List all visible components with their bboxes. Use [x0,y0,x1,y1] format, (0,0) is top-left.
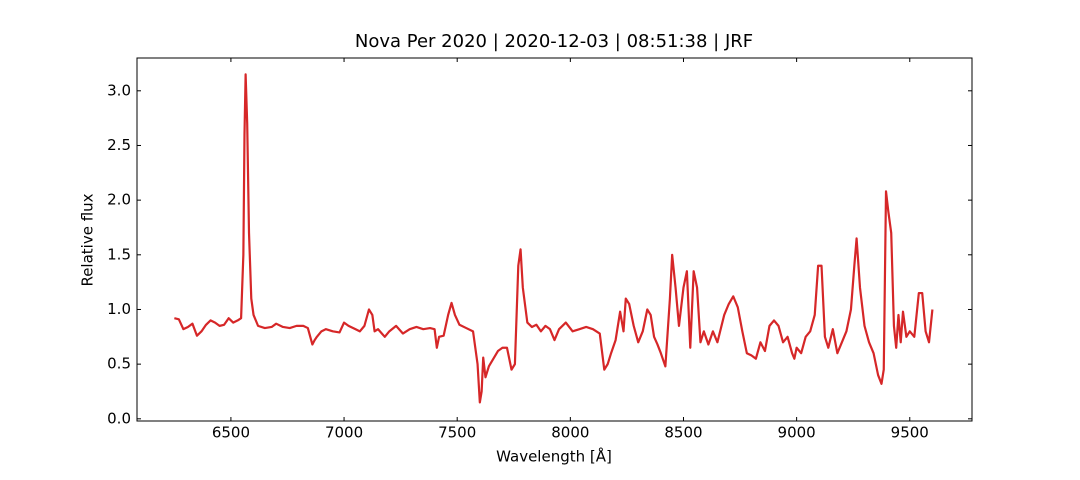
y-tick-label: 0.5 [107,355,131,373]
spectrum-line [174,73,934,404]
chart-title: Nova Per 2020 | 2020-12-03 | 08:51:38 | … [355,31,753,52]
x-tick-label: 7000 [325,424,363,442]
x-tick-label: 9500 [891,424,929,442]
y-axis-label: Relative flux [79,193,97,286]
y-tick-label: 0.0 [107,409,131,427]
x-tick-label: 8500 [664,424,702,442]
x-axis-label: Wavelength [Å] [496,447,612,466]
x-tick-label: 9000 [778,424,816,442]
y-tick-label: 2.5 [107,136,131,154]
x-tick-label: 7500 [438,424,476,442]
y-tick-label: 1.5 [107,245,131,263]
y-tick-label: 2.0 [107,191,131,209]
x-tick-label: 8000 [551,424,589,442]
y-tick-label: 3.0 [107,81,131,99]
plot-frame [136,57,973,422]
x-tick-label: 6500 [212,424,250,442]
y-tick-label: 1.0 [107,300,131,318]
